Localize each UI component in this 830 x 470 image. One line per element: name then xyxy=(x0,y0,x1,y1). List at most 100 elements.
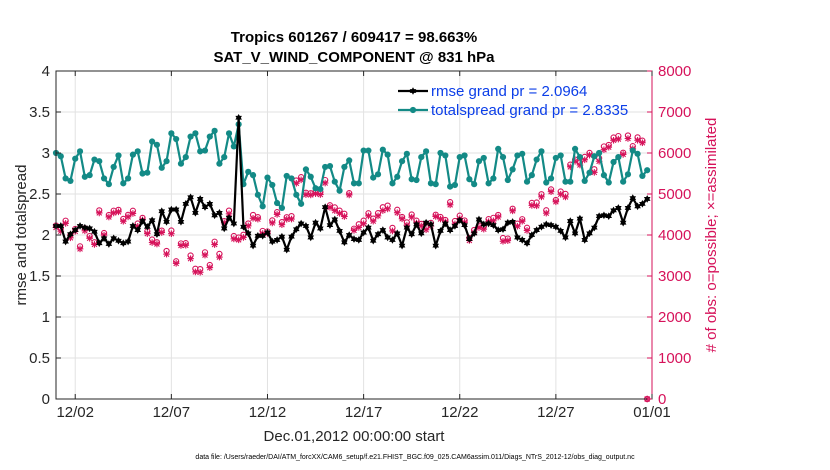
totalspread-point xyxy=(173,135,180,143)
possible-obs-point xyxy=(62,217,69,224)
rmse-point xyxy=(615,204,622,212)
totalspread-point xyxy=(110,163,117,171)
totalspread-point xyxy=(115,152,122,159)
possible-obs-point xyxy=(245,220,252,227)
totalspread-point xyxy=(485,180,492,187)
totalspread-point xyxy=(596,149,603,157)
rmse-point xyxy=(514,233,521,242)
x-tick-label: 12/07 xyxy=(153,404,191,421)
y-right-tick-label: 6000 xyxy=(658,145,691,162)
totalspread-point xyxy=(447,183,454,190)
rmse-point xyxy=(542,220,550,229)
y-left-tick-label: 4 xyxy=(42,63,50,80)
rmse-point xyxy=(100,234,108,243)
rmse-point xyxy=(293,225,300,234)
totalspread-point xyxy=(307,173,314,180)
totalspread-point xyxy=(249,172,257,179)
totalspread-point xyxy=(312,185,319,192)
y-right-tick-label: 4000 xyxy=(658,227,691,244)
totalspread-point xyxy=(264,174,271,181)
y-right-tick-label: 7000 xyxy=(658,104,691,121)
legend-totalspread-label: totalspread grand pr = 2.8335 xyxy=(431,102,628,119)
rmse-point xyxy=(273,236,281,244)
totalspread-point xyxy=(221,154,228,161)
rmse-point xyxy=(240,223,247,231)
rmse-point xyxy=(187,193,194,202)
totalspread-point xyxy=(182,154,189,161)
possible-obs-point xyxy=(197,266,204,273)
rmse-point xyxy=(518,236,526,244)
totalspread-point xyxy=(91,156,98,163)
totalspread-point xyxy=(336,187,343,194)
rmse-point xyxy=(172,205,180,214)
totalspread-point xyxy=(442,152,449,159)
y-left-tick-label: 2.5 xyxy=(29,186,50,203)
possible-obs-point xyxy=(519,216,526,223)
rmse-point xyxy=(384,233,391,242)
rmse-point xyxy=(480,220,488,229)
totalspread-point xyxy=(278,204,286,212)
totalspread-point xyxy=(293,191,300,198)
rmse-point xyxy=(446,226,454,234)
totalspread-point xyxy=(576,154,584,161)
rmse-point xyxy=(619,218,627,227)
totalspread-point xyxy=(495,145,502,152)
rmse-point xyxy=(417,229,425,238)
rmse-point xyxy=(369,236,377,245)
possible-obs-point xyxy=(432,211,439,218)
totalspread-point xyxy=(533,156,540,163)
totalspread-point xyxy=(557,152,564,159)
rmse-point xyxy=(288,232,295,241)
totalspread-point xyxy=(100,175,108,182)
rmse-point xyxy=(490,221,497,229)
rmse-point xyxy=(139,217,146,225)
rmse-point xyxy=(67,230,74,238)
y-right-tick-label: 1000 xyxy=(658,350,691,367)
rmse-point xyxy=(485,219,492,228)
assimilated-obs-point xyxy=(345,191,353,199)
rmse-point xyxy=(576,214,584,223)
totalspread-point xyxy=(600,172,608,179)
possible-obs-point xyxy=(620,149,627,156)
possible-obs-point xyxy=(384,202,391,209)
possible-obs-point xyxy=(86,232,93,240)
rmse-point xyxy=(336,227,343,235)
rmse-point xyxy=(571,229,579,238)
totalspread-point xyxy=(586,169,593,176)
totalspread-point xyxy=(230,143,237,150)
rmse-point xyxy=(105,240,113,248)
totalspread-point xyxy=(72,155,79,162)
possible-obs-point xyxy=(562,190,569,198)
rmse-point xyxy=(206,200,214,208)
possible-obs-point xyxy=(389,224,396,232)
totalspread-point xyxy=(562,178,569,185)
x-tick-label: 12/22 xyxy=(441,404,479,421)
rmse-point xyxy=(562,233,569,242)
totalspread-point xyxy=(283,172,290,180)
possible-obs-point xyxy=(288,212,295,220)
y-right-tick-label: 3000 xyxy=(658,268,691,285)
totalspread-point xyxy=(389,180,396,187)
possible-obs-point xyxy=(552,196,560,204)
rmse-point xyxy=(466,235,473,243)
totalspread-point xyxy=(499,154,507,161)
possible-obs-point xyxy=(533,199,540,206)
rmse-point xyxy=(158,207,166,216)
totalspread-point xyxy=(514,152,521,159)
y-left-tick-label: 0 xyxy=(42,391,50,408)
totalspread-point xyxy=(76,148,84,155)
totalspread-point xyxy=(355,180,362,187)
rmse-point xyxy=(326,221,334,229)
totalspread-point xyxy=(259,203,266,210)
totalspread-point xyxy=(129,151,137,158)
rmse-point xyxy=(355,236,363,244)
rmse-point xyxy=(302,222,310,230)
rmse-point xyxy=(297,219,305,228)
totalspread-point xyxy=(298,200,305,207)
possible-obs-point xyxy=(605,141,612,149)
x-tick-label: 01/01 xyxy=(633,404,671,421)
possible-obs-point xyxy=(96,207,103,214)
rmse-point xyxy=(345,231,353,239)
rmse-point xyxy=(259,232,266,240)
